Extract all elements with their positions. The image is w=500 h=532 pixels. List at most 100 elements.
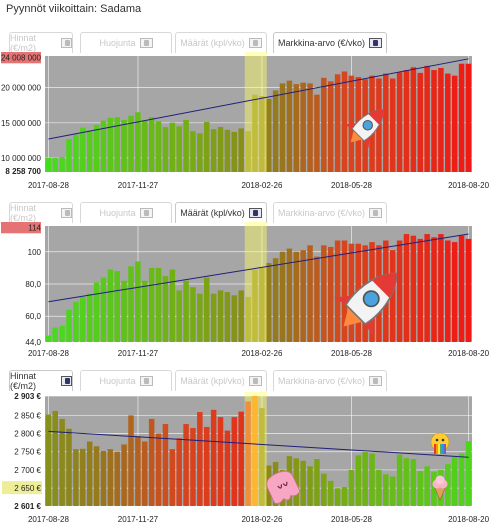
bar bbox=[451, 75, 458, 172]
y-tick-label: 80,0 bbox=[25, 280, 41, 289]
chart-icon[interactable] bbox=[248, 38, 262, 48]
bar bbox=[224, 129, 231, 172]
tab-markkina-arvo-vko[interactable]: Markkina-arvo (€/vko) bbox=[273, 32, 387, 53]
chart-icon[interactable] bbox=[248, 208, 262, 218]
bar bbox=[451, 242, 458, 342]
max-value-label: 114 bbox=[28, 223, 41, 232]
bar bbox=[451, 456, 458, 506]
bar bbox=[341, 71, 348, 172]
bar bbox=[204, 122, 210, 172]
bar bbox=[148, 117, 155, 172]
bar bbox=[348, 469, 355, 506]
bar bbox=[128, 266, 134, 342]
bar bbox=[100, 451, 107, 506]
chart-icon[interactable] bbox=[60, 376, 72, 386]
bar bbox=[314, 459, 320, 506]
bar bbox=[107, 117, 114, 172]
tab-huojunta[interactable]: Huojunta bbox=[80, 202, 172, 223]
chart-icon[interactable] bbox=[369, 376, 383, 386]
bar bbox=[314, 256, 320, 342]
bar bbox=[190, 428, 196, 506]
bar bbox=[73, 301, 79, 342]
bar bbox=[403, 458, 410, 506]
bar bbox=[66, 428, 72, 506]
y-tick-label: 2 850 € bbox=[14, 411, 41, 420]
bar bbox=[417, 72, 423, 172]
y-tick-label: 15 000 000 bbox=[1, 119, 42, 128]
tab-bar-volume: Hinnat (€/m2) Huojunta Määrät (kpl/vko) Mar… bbox=[0, 200, 500, 224]
chart-icon[interactable] bbox=[248, 376, 262, 386]
tab-huojunta[interactable]: Huojunta bbox=[80, 32, 172, 53]
bar bbox=[73, 449, 79, 506]
tab-markkina-arvo-vko[interactable]: Markkina-arvo (€/vko) bbox=[273, 370, 387, 391]
bar bbox=[135, 112, 141, 172]
tab-label: Määrät (kpl/vko) bbox=[180, 376, 245, 386]
bar bbox=[245, 401, 251, 506]
bar bbox=[86, 293, 93, 342]
bar bbox=[445, 464, 451, 506]
x-tick-label: 2017-08-28 bbox=[28, 349, 69, 358]
bar bbox=[259, 408, 265, 506]
bar bbox=[417, 238, 423, 342]
tab-hinnat-m2[interactable]: Hinnat (€/m2) bbox=[9, 202, 73, 223]
bar bbox=[142, 280, 148, 342]
bar bbox=[334, 240, 341, 342]
bar bbox=[293, 84, 300, 172]
price-chart: 2 601 € 2 650 € 2 700 € 2 750 € 2 800 € 2 850… bbox=[2, 392, 490, 524]
bar bbox=[438, 234, 444, 342]
bar bbox=[245, 131, 251, 172]
bar bbox=[424, 65, 430, 172]
volume-chart: 44,0 60,0 80,0 100 114 2017-08-28 2017-11-27 20… bbox=[1, 222, 490, 358]
bar bbox=[279, 83, 286, 172]
chart-icon[interactable] bbox=[369, 208, 383, 218]
trend-line bbox=[48, 233, 469, 303]
chart-icon[interactable] bbox=[369, 38, 383, 48]
bar bbox=[107, 449, 114, 506]
tab-bar-prices: Hinnat (€/m2) Huojunta Määrät (kpl/vko) Mar… bbox=[0, 368, 500, 392]
chart-icon[interactable] bbox=[60, 208, 72, 218]
bar bbox=[355, 455, 362, 506]
x-tick-label: 2018-02-26 bbox=[241, 515, 282, 524]
bar bbox=[431, 471, 437, 506]
bar bbox=[252, 396, 258, 506]
bar bbox=[431, 237, 437, 342]
tab-markkina-arvo-vko[interactable]: Markkina-arvo (€/vko) bbox=[273, 202, 387, 223]
tab-m-r-t-kpl-vko[interactable]: Määrät (kpl/vko) bbox=[175, 32, 267, 53]
current-price-label: 2 650 € bbox=[14, 484, 41, 493]
bar bbox=[169, 449, 176, 506]
chart-icon[interactable] bbox=[139, 38, 153, 48]
bar bbox=[210, 293, 217, 342]
bar bbox=[52, 327, 58, 342]
bar bbox=[438, 67, 444, 172]
bar bbox=[183, 424, 189, 506]
bar bbox=[121, 119, 127, 172]
chart-icon[interactable] bbox=[139, 208, 153, 218]
bar bbox=[465, 63, 472, 172]
bar bbox=[293, 251, 300, 342]
bar bbox=[224, 430, 231, 506]
bar bbox=[272, 90, 279, 172]
max-value-label: 24 008 000 bbox=[1, 53, 42, 62]
bar bbox=[45, 414, 52, 506]
tab-hinnat-m2[interactable]: Hinnat (€/m2) bbox=[9, 370, 73, 391]
bar bbox=[383, 73, 389, 172]
bar bbox=[80, 448, 86, 506]
tab-huojunta[interactable]: Huojunta bbox=[80, 370, 172, 391]
page-title: Pyynnöt viikoittain: Sadama bbox=[6, 3, 142, 15]
chart-icon[interactable] bbox=[139, 376, 153, 386]
tab-hinnat-m2[interactable]: Hinnat (€/m2) bbox=[9, 32, 73, 53]
bar bbox=[300, 250, 306, 342]
tab-m-r-t-kpl-vko[interactable]: Määrät (kpl/vko) bbox=[175, 370, 267, 391]
chart-icon[interactable] bbox=[60, 38, 72, 48]
bar bbox=[135, 261, 141, 342]
bar bbox=[135, 436, 141, 506]
bar bbox=[272, 258, 279, 342]
bar bbox=[52, 157, 58, 172]
tab-m-r-t-kpl-vko[interactable]: Määrät (kpl/vko) bbox=[175, 202, 267, 223]
bar bbox=[176, 290, 182, 342]
bar bbox=[259, 96, 265, 172]
bar bbox=[100, 277, 107, 342]
bar bbox=[114, 271, 120, 342]
bar bbox=[59, 325, 65, 342]
bar bbox=[307, 466, 313, 506]
